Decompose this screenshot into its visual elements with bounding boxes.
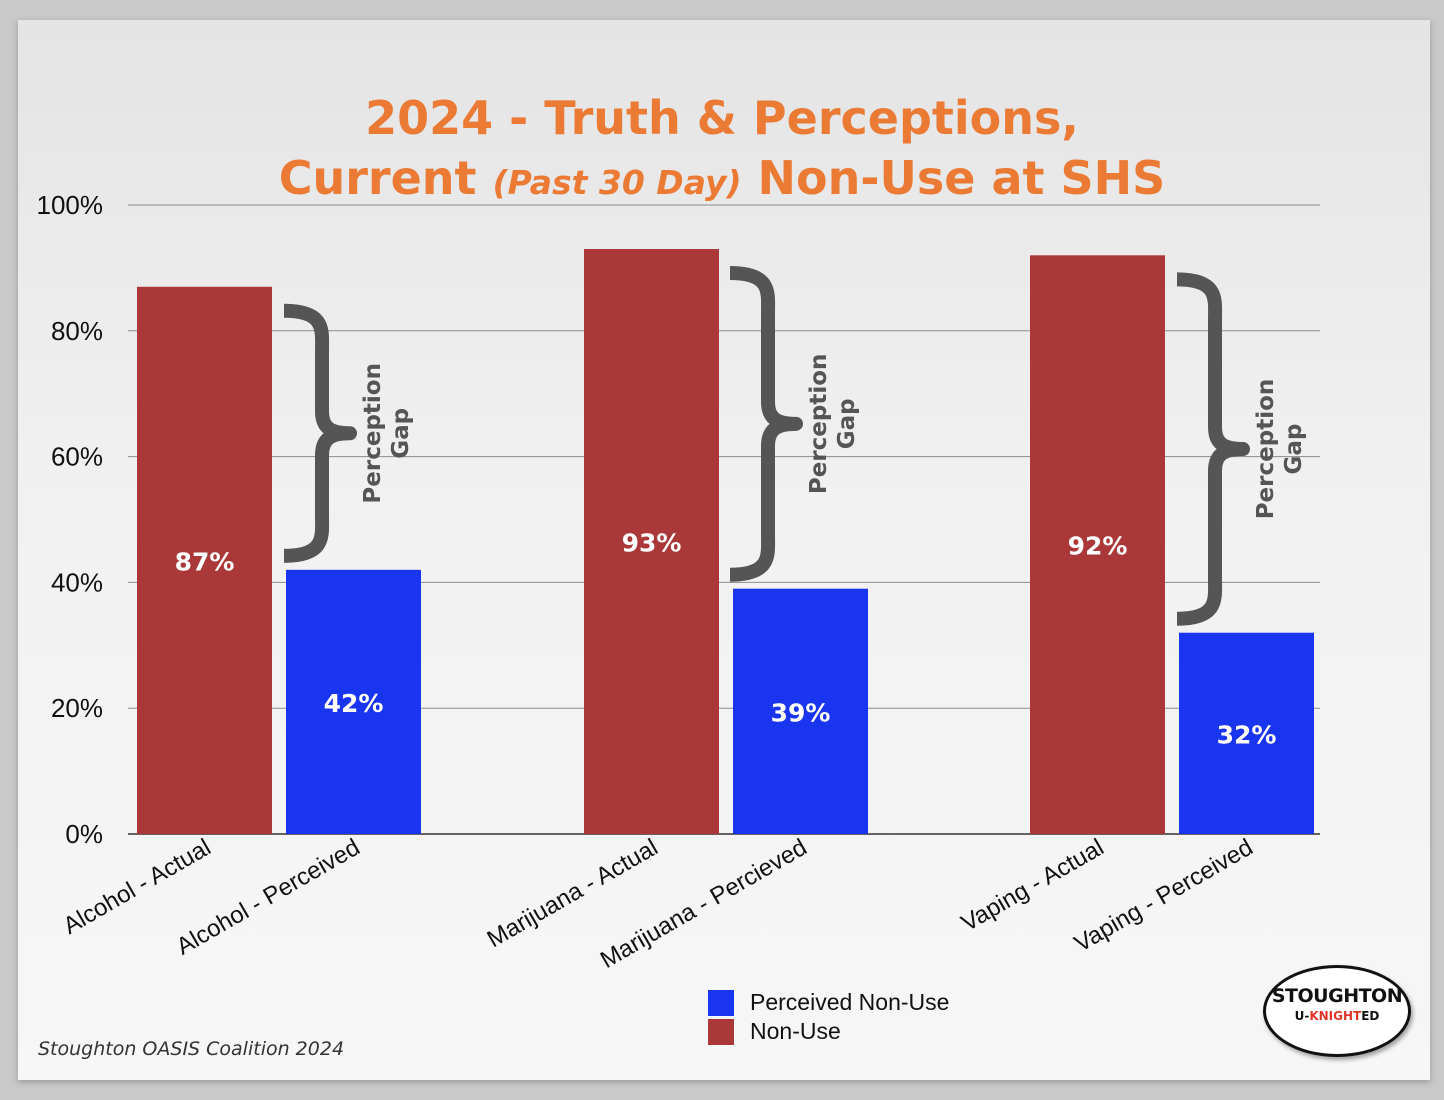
legend-swatch-actual xyxy=(708,1018,734,1045)
y-tick-label-0: 0% xyxy=(65,819,103,849)
bar-1 xyxy=(137,286,272,834)
data-label-2: 42% xyxy=(324,689,384,718)
x-tick-label-5: Vaping - Actual xyxy=(957,834,1109,937)
x-tick-label-1: Alcohol - Actual xyxy=(59,834,216,940)
data-label-6: 32% xyxy=(1217,720,1277,749)
title-line-2: Current (Past 30 Day) Non-Use at SHS xyxy=(278,151,1166,205)
title-subtitle: (Past 30 Day) xyxy=(492,163,742,202)
perception-gap-label-1: PerceptionGap xyxy=(360,363,414,504)
chart-title: 2024 - Truth & Perceptions, Current (Pas… xyxy=(0,88,1444,213)
perception-gap-label-line1: Perception xyxy=(360,363,386,504)
legend-label-perceived: Perceived Non-Use xyxy=(750,989,950,1015)
perception-gap-label-line2: Gap xyxy=(834,398,860,449)
perception-gap-bracket-1 xyxy=(283,303,357,563)
title-line-1: 2024 - Truth & Perceptions, xyxy=(365,91,1079,145)
data-label-1: 87% xyxy=(175,547,235,576)
perception-gap-label-3: PerceptionGap xyxy=(1253,379,1307,520)
legend-label-actual: Non-Use xyxy=(750,1018,841,1044)
y-tick-label-20: 20% xyxy=(51,693,103,723)
data-label-4: 39% xyxy=(771,698,831,727)
perception-gap-label-line2: Gap xyxy=(1281,424,1307,475)
logo-line-1: STOUGHTON xyxy=(1271,985,1403,1007)
legend-item-perceived: Perceived Non-Use xyxy=(708,988,949,1017)
perception-gap-bracket-3 xyxy=(1176,272,1250,626)
perception-gap-label-2: PerceptionGap xyxy=(806,354,860,495)
y-tick-label-40: 40% xyxy=(51,567,103,597)
source-note: Stoughton OASIS Coalition 2024 xyxy=(38,1038,345,1060)
bar-6 xyxy=(1179,632,1314,834)
y-tick-label-60: 60% xyxy=(51,442,103,472)
bar-5 xyxy=(1030,255,1165,834)
bar-4 xyxy=(733,588,868,834)
data-label-3: 93% xyxy=(622,529,682,558)
data-label-5: 92% xyxy=(1068,532,1128,561)
bar-2 xyxy=(286,569,421,834)
perception-gap-label-line1: Perception xyxy=(1253,379,1279,520)
legend-swatch-perceived xyxy=(708,989,734,1016)
stoughton-logo: STOUGHTON U-KNIGHTED xyxy=(1263,965,1411,1057)
y-tick-label-100: 100% xyxy=(37,190,104,220)
perception-gap-label-line1: Perception xyxy=(806,354,832,495)
legend: Perceived Non-Use Non-Use xyxy=(708,988,949,1046)
perception-gap-label-line2: Gap xyxy=(388,408,414,459)
logo-line-2: U-KNIGHTED xyxy=(1294,1009,1380,1023)
y-tick-label-80: 80% xyxy=(51,316,103,346)
bar-3 xyxy=(584,249,719,834)
perception-gap-bracket-2 xyxy=(729,266,803,582)
legend-item-actual: Non-Use xyxy=(708,1017,949,1046)
